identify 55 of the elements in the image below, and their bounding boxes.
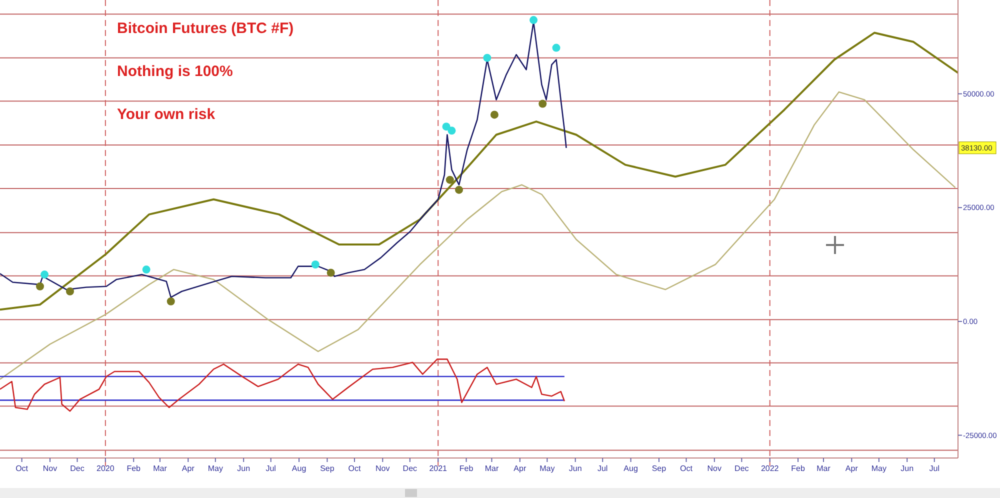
x-tick-label: Dec xyxy=(70,464,84,473)
x-tick-label: Feb xyxy=(459,464,474,473)
x-tick-label: Sep xyxy=(652,464,667,473)
x-tick-label: Nov xyxy=(42,464,58,473)
x-tick-label: Mar xyxy=(816,464,831,473)
line-series xyxy=(0,91,956,380)
x-tick-label: Nov xyxy=(376,464,390,473)
point xyxy=(448,126,456,135)
point xyxy=(326,268,335,277)
x-tick-label: Jul xyxy=(597,464,608,473)
x-tick-label: Apr xyxy=(845,464,858,473)
point xyxy=(446,176,454,184)
x-tick-label: Mar xyxy=(484,464,499,473)
point xyxy=(311,260,320,269)
annotation: Nothing is 100% xyxy=(117,63,233,80)
point xyxy=(455,186,464,194)
x-tick-label: Apr xyxy=(514,464,526,473)
point xyxy=(530,16,538,24)
x-tick-label: Aug xyxy=(624,464,638,473)
x-tick-label: 2022 xyxy=(760,464,780,473)
x-tick-label: Mar xyxy=(153,464,168,473)
point xyxy=(166,297,175,306)
x-tick-label: Jun xyxy=(900,464,914,473)
x-tick-label: May xyxy=(871,464,886,473)
x-tick-label: Sep xyxy=(320,464,335,473)
x-tick-label: May xyxy=(540,464,555,473)
annotation: Your own risk xyxy=(117,106,216,123)
point xyxy=(66,287,74,296)
point xyxy=(142,266,150,274)
x-tick-label: Oct xyxy=(348,464,362,473)
x-tick-label: Nov xyxy=(707,464,722,473)
line-series xyxy=(0,358,566,412)
point xyxy=(552,44,560,52)
x-tick-label: Dec xyxy=(734,464,749,473)
x-tick-label: Oct xyxy=(16,464,29,473)
x-tick-label: Jun xyxy=(237,464,250,473)
text: Bitcoin Futures (BTC #F) xyxy=(117,20,294,37)
x-tick-label: Jul xyxy=(266,464,276,473)
point xyxy=(40,270,49,279)
point xyxy=(490,110,498,119)
x-tick-label: Feb xyxy=(126,464,142,473)
x-tick-label: Dec xyxy=(402,464,418,473)
point xyxy=(483,54,492,62)
x-tick-label: Jun xyxy=(568,464,582,473)
x-tick-label: Oct xyxy=(680,464,694,473)
x-tick-label: May xyxy=(208,464,223,473)
x-tick-label: Apr xyxy=(182,464,195,473)
x-tick-label: 2020 xyxy=(96,464,115,473)
x-tick-label: Aug xyxy=(292,464,306,473)
x-tick-label: 2021 xyxy=(429,464,448,473)
x-tick-label: Feb xyxy=(791,464,806,473)
point xyxy=(538,100,547,108)
point xyxy=(36,282,44,290)
x-tick-label: Jul xyxy=(929,464,940,473)
point xyxy=(442,122,450,131)
